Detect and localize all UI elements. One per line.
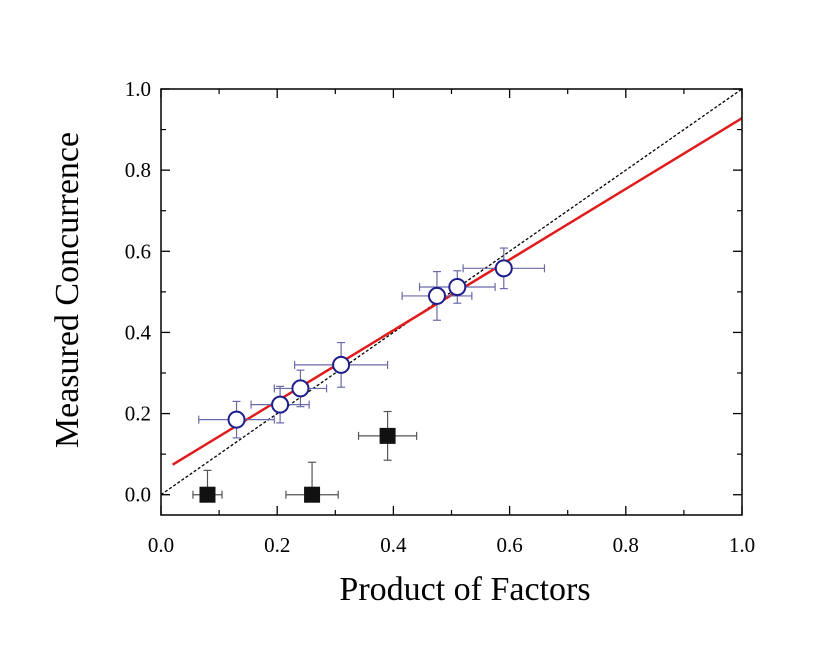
data-points <box>199 259 513 503</box>
x-tick-label: 0.6 <box>496 533 522 557</box>
y-tick-label: 0.6 <box>125 239 151 263</box>
filled-square-point <box>199 486 216 503</box>
x-axis-title: Product of Factors <box>339 571 590 608</box>
y-tick-label: 0.0 <box>125 483 151 507</box>
x-tick-label: 0.0 <box>148 533 174 557</box>
open-circle-point <box>494 259 513 278</box>
x-tick-label: 0.4 <box>380 533 407 557</box>
plot-frame <box>160 88 743 516</box>
reference-line <box>161 89 742 496</box>
open-circle-point <box>271 395 290 414</box>
y-axis-title: Measured Concurrence <box>49 132 86 448</box>
y-tick-label: 0.2 <box>125 402 151 426</box>
axis-ticks <box>160 88 743 515</box>
open-circle-point <box>227 410 246 429</box>
open-circle-point <box>332 355 351 374</box>
error-bars <box>192 247 546 499</box>
open-circle-point <box>448 277 467 296</box>
x-tick-label: 0.2 <box>264 533 290 557</box>
tick-labels: 0.0 0.2 0.4 0.6 0.8 1.0 0.0 0.2 0.4 0.6 0.8 1.0 <box>125 77 755 557</box>
x-tick-label: 0.8 <box>613 533 639 557</box>
y-tick-label: 0.4 <box>125 320 152 344</box>
y-tick-label: 0.8 <box>125 158 151 182</box>
open-circle-point <box>291 379 310 398</box>
x-tick-label: 1.0 <box>729 533 755 557</box>
filled-square-point <box>304 486 321 503</box>
filled-square-point <box>379 427 396 444</box>
open-circle-point <box>427 286 446 305</box>
y-tick-label: 1.0 <box>125 77 151 101</box>
